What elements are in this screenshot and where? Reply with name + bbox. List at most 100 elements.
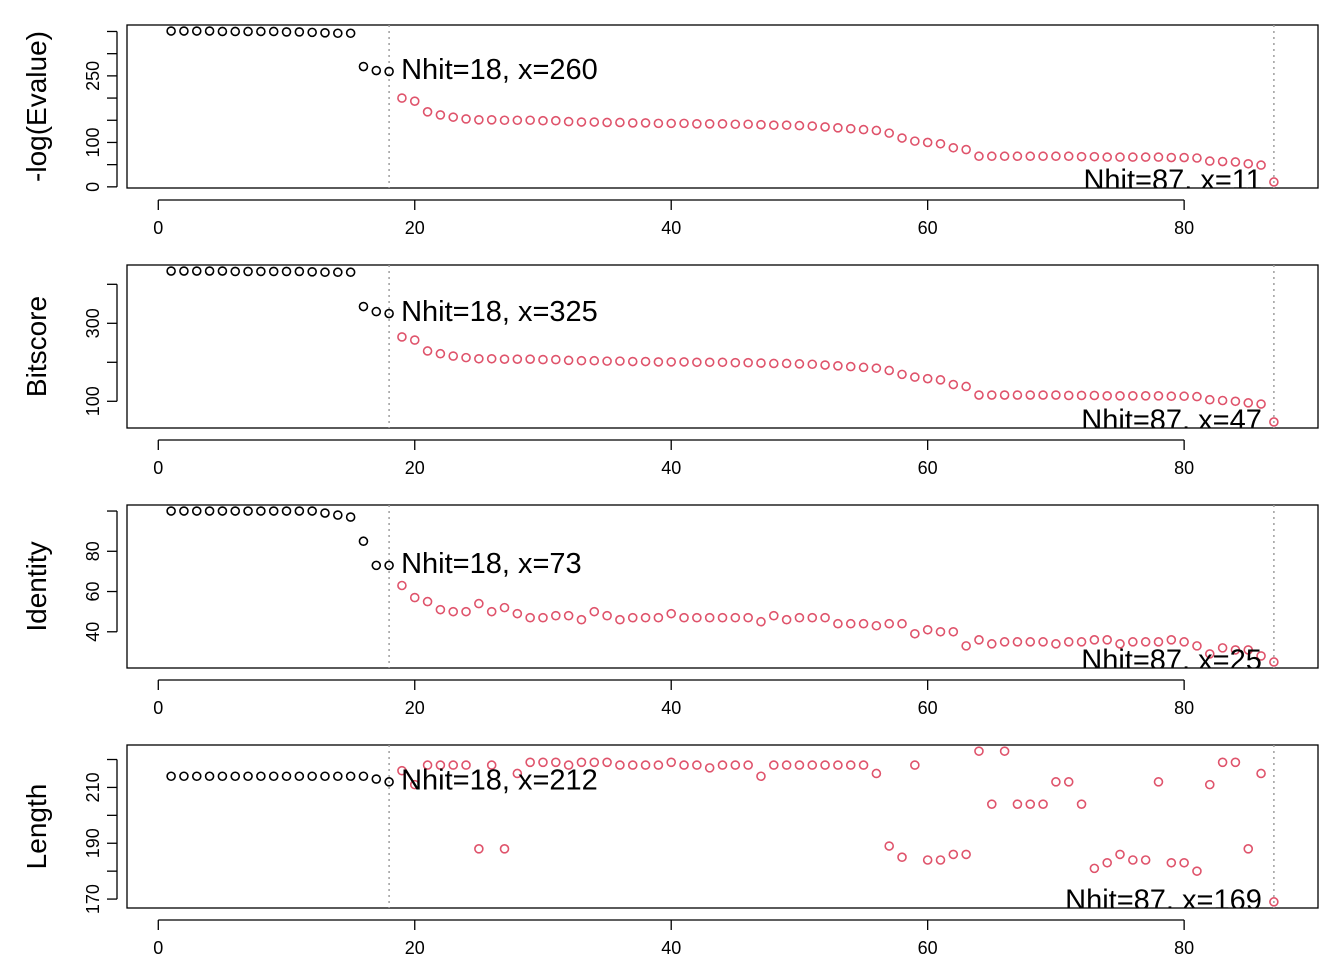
point (474, 115, 484, 125)
point (897, 852, 907, 863)
y-axis-label: Identity (21, 541, 52, 631)
point (563, 760, 574, 770)
point (704, 612, 715, 623)
point (730, 357, 741, 368)
point (538, 115, 548, 126)
point (563, 116, 574, 127)
point (1140, 391, 1151, 401)
point (1076, 637, 1087, 647)
point (435, 604, 446, 615)
point (1128, 152, 1138, 162)
point (948, 849, 959, 860)
point (833, 618, 843, 629)
point (897, 369, 907, 380)
point (974, 635, 984, 645)
point (384, 308, 394, 319)
x-tick-label: 20 (405, 698, 425, 718)
point (730, 760, 741, 770)
y-tick-label: 170 (83, 884, 103, 914)
point (1115, 639, 1125, 649)
point (589, 355, 600, 366)
point (1076, 390, 1087, 401)
point (871, 125, 882, 136)
point (986, 151, 997, 162)
point (320, 28, 330, 38)
point (717, 612, 728, 623)
point (1051, 390, 1061, 400)
point (1128, 637, 1138, 647)
point (358, 771, 369, 782)
point (1204, 649, 1215, 659)
point (679, 760, 689, 770)
y-tick-label: 100 (83, 386, 103, 416)
point (371, 306, 382, 317)
point (910, 760, 920, 770)
point (833, 760, 843, 770)
panel: 0 20 40 60 80 0 100 250 -log(Evalue) Nhit=18, x=2… (21, 24, 1319, 238)
point (897, 133, 907, 143)
point (666, 608, 677, 619)
x-tick-label: 0 (153, 938, 163, 958)
point (640, 760, 651, 770)
point (525, 115, 535, 126)
plot-area: Nhit=18, x=73 Nhit=87, x=25 (166, 505, 1279, 677)
point (1063, 777, 1074, 787)
point (910, 372, 920, 382)
point (1153, 391, 1164, 401)
point (384, 66, 394, 77)
point (397, 580, 407, 591)
point (474, 598, 484, 609)
point (281, 771, 292, 782)
point (602, 356, 612, 366)
annotation: Nhit=18, x=73 (401, 548, 582, 580)
point (525, 354, 535, 364)
point (1204, 394, 1215, 405)
point (794, 359, 805, 369)
point (1166, 391, 1177, 402)
point (1102, 857, 1112, 868)
point (743, 612, 753, 623)
point (1192, 641, 1202, 651)
y-axis-label: Bitscore (21, 296, 52, 397)
point (256, 266, 266, 277)
point (1217, 643, 1228, 653)
point (576, 614, 587, 625)
point (1269, 177, 1279, 187)
y-tick-label: 80 (83, 541, 103, 561)
point (294, 27, 305, 37)
point (179, 771, 189, 782)
point (1012, 799, 1023, 809)
point (794, 120, 805, 131)
point (1063, 151, 1074, 162)
point (512, 354, 523, 364)
point (1230, 157, 1241, 167)
point (281, 266, 292, 277)
point (833, 123, 843, 133)
point (999, 151, 1010, 162)
point (281, 27, 292, 37)
point (486, 115, 497, 125)
point (820, 612, 830, 623)
point (858, 124, 869, 135)
point (384, 777, 394, 787)
point (781, 614, 792, 625)
point (1179, 857, 1189, 868)
point (666, 757, 677, 768)
point (820, 122, 830, 132)
point (653, 118, 664, 129)
point (191, 771, 202, 782)
point (1012, 151, 1023, 162)
point (845, 618, 856, 629)
point (922, 373, 933, 384)
point (563, 355, 574, 366)
point (615, 117, 625, 128)
plot-area: Nhit=18, x=260 Nhit=87, x=11 (166, 25, 1279, 197)
annotation: Nhit=87, x=11 (1083, 165, 1261, 197)
point (1102, 152, 1112, 162)
point (743, 357, 753, 368)
point (409, 335, 420, 345)
annotation: Nhit=87, x=25 (1081, 645, 1262, 677)
point (1204, 156, 1215, 166)
point (717, 760, 728, 770)
